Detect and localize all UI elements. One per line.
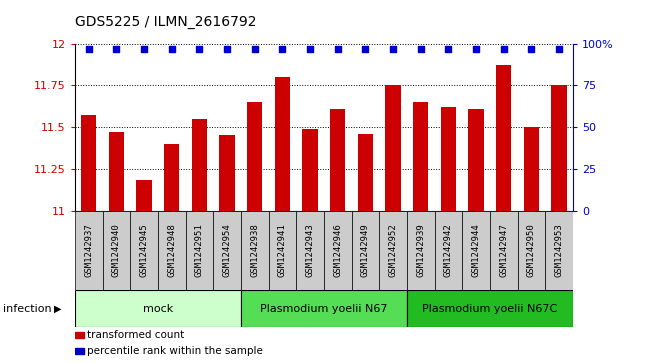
Bar bbox=[462, 211, 490, 290]
Text: Plasmodium yoelii N67C: Plasmodium yoelii N67C bbox=[422, 303, 557, 314]
Text: GSM1242944: GSM1242944 bbox=[471, 224, 480, 277]
Bar bbox=[551, 85, 566, 211]
Point bbox=[443, 46, 454, 52]
Text: GSM1242947: GSM1242947 bbox=[499, 224, 508, 277]
Text: GSM1242937: GSM1242937 bbox=[84, 224, 93, 277]
Bar bbox=[241, 290, 407, 327]
Bar bbox=[75, 211, 103, 290]
Point bbox=[167, 46, 177, 52]
Point bbox=[526, 46, 536, 52]
Point bbox=[388, 46, 398, 52]
Point bbox=[360, 46, 370, 52]
Text: transformed count: transformed count bbox=[87, 330, 185, 340]
Point bbox=[305, 46, 315, 52]
Bar bbox=[296, 211, 324, 290]
Point bbox=[139, 46, 149, 52]
Text: mock: mock bbox=[143, 303, 173, 314]
Bar bbox=[545, 211, 573, 290]
Text: percentile rank within the sample: percentile rank within the sample bbox=[87, 346, 263, 356]
Text: GSM1242952: GSM1242952 bbox=[389, 224, 398, 277]
Text: GSM1242951: GSM1242951 bbox=[195, 224, 204, 277]
Point bbox=[499, 46, 509, 52]
Text: infection: infection bbox=[3, 303, 52, 314]
Bar bbox=[109, 132, 124, 211]
Bar bbox=[75, 290, 241, 327]
Text: GSM1242945: GSM1242945 bbox=[139, 224, 148, 277]
Point bbox=[333, 46, 343, 52]
Point bbox=[249, 46, 260, 52]
Bar bbox=[75, 332, 84, 338]
Bar bbox=[137, 180, 152, 211]
Text: GSM1242949: GSM1242949 bbox=[361, 224, 370, 277]
Bar bbox=[324, 211, 352, 290]
Bar bbox=[81, 115, 96, 211]
Bar bbox=[158, 211, 186, 290]
Bar bbox=[303, 129, 318, 211]
Bar bbox=[275, 77, 290, 211]
Bar bbox=[164, 144, 179, 211]
Point bbox=[471, 46, 481, 52]
Bar bbox=[247, 102, 262, 211]
Text: GSM1242954: GSM1242954 bbox=[223, 224, 232, 277]
Bar bbox=[413, 102, 428, 211]
Text: GSM1242943: GSM1242943 bbox=[305, 224, 314, 277]
Bar bbox=[219, 135, 234, 211]
Point bbox=[415, 46, 426, 52]
Bar bbox=[407, 290, 573, 327]
Point bbox=[222, 46, 232, 52]
Bar bbox=[268, 211, 296, 290]
Text: GSM1242940: GSM1242940 bbox=[112, 224, 121, 277]
Text: GSM1242948: GSM1242948 bbox=[167, 224, 176, 277]
Text: GSM1242938: GSM1242938 bbox=[250, 224, 259, 277]
Text: GSM1242950: GSM1242950 bbox=[527, 224, 536, 277]
Bar bbox=[490, 211, 518, 290]
Text: ▶: ▶ bbox=[54, 303, 62, 314]
Text: Plasmodium yoelii N67: Plasmodium yoelii N67 bbox=[260, 303, 387, 314]
Bar bbox=[358, 134, 373, 211]
Bar bbox=[192, 119, 207, 211]
Bar bbox=[330, 109, 345, 211]
Point bbox=[277, 46, 288, 52]
Text: GSM1242941: GSM1242941 bbox=[278, 224, 287, 277]
Bar bbox=[103, 211, 130, 290]
Bar bbox=[524, 127, 539, 211]
Point bbox=[554, 46, 564, 52]
Bar bbox=[441, 107, 456, 211]
Text: GSM1242939: GSM1242939 bbox=[416, 224, 425, 277]
Text: GSM1242953: GSM1242953 bbox=[555, 224, 564, 277]
Bar bbox=[518, 211, 545, 290]
Bar bbox=[130, 211, 158, 290]
Point bbox=[111, 46, 122, 52]
Point bbox=[83, 46, 94, 52]
Bar bbox=[385, 85, 400, 211]
Text: GDS5225 / ILMN_2616792: GDS5225 / ILMN_2616792 bbox=[75, 15, 256, 29]
Bar bbox=[75, 348, 84, 354]
Point bbox=[194, 46, 204, 52]
Bar bbox=[352, 211, 379, 290]
Bar bbox=[379, 211, 407, 290]
Text: GSM1242942: GSM1242942 bbox=[444, 224, 453, 277]
Bar bbox=[186, 211, 213, 290]
Bar bbox=[469, 109, 484, 211]
Text: GSM1242946: GSM1242946 bbox=[333, 224, 342, 277]
Bar bbox=[407, 211, 435, 290]
Bar bbox=[241, 211, 269, 290]
Bar bbox=[496, 65, 511, 211]
Bar bbox=[435, 211, 462, 290]
Bar bbox=[213, 211, 241, 290]
